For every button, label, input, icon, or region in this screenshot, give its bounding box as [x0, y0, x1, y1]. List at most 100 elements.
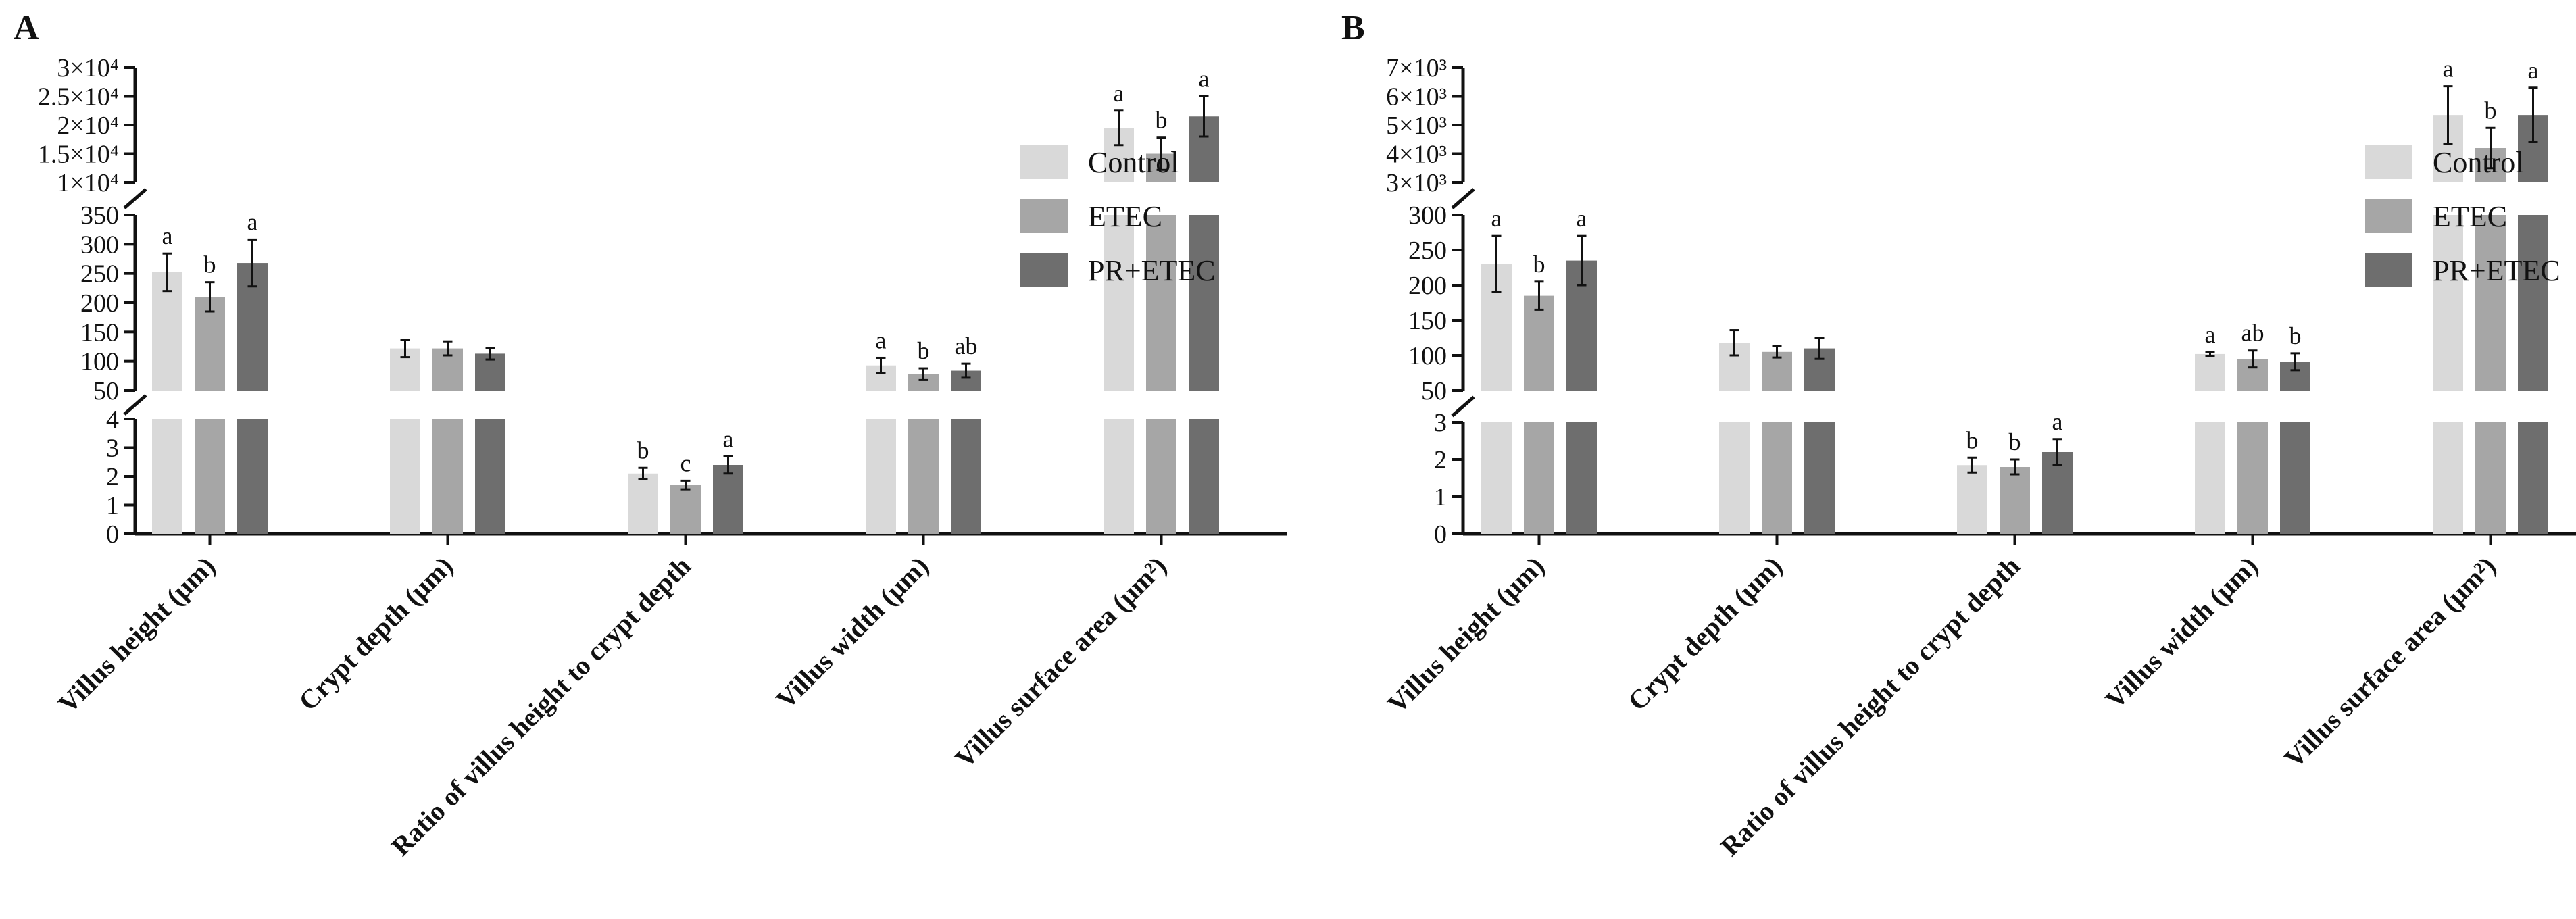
significance-label: a — [2528, 57, 2539, 84]
legend-swatch — [1020, 253, 1068, 287]
legend-label: ETEC — [2433, 200, 2507, 233]
significance-label: c — [680, 449, 691, 476]
bar — [1957, 465, 1987, 534]
axis-break-mark — [1451, 395, 1475, 418]
y-tick-label: 250 — [1408, 237, 1447, 265]
y-tick-label: 3 — [106, 434, 119, 463]
y-tick-label: 350 — [80, 201, 119, 230]
significance-label: b — [2485, 97, 2497, 124]
significance-label: ab — [2241, 320, 2264, 347]
significance-label: b — [1156, 107, 1168, 134]
y-tick-label: 50 — [93, 377, 119, 405]
significance-label: ab — [955, 332, 978, 359]
significance-label: a — [2205, 321, 2216, 348]
legend-label: ETEC — [1088, 200, 1162, 233]
y-tick-label: 200 — [1408, 272, 1447, 300]
bar — [1189, 215, 1219, 391]
bar — [1481, 422, 1512, 534]
panel-b: B 0 1 2 3 50 100 150 200 250 300 3×10³4×10³5×10³6×1… — [1341, 9, 2576, 862]
bar — [628, 473, 658, 534]
bar — [1146, 215, 1176, 391]
y-tick-label: 150 — [1408, 307, 1447, 335]
category-label: Villus width (μm) — [770, 551, 935, 715]
bar — [951, 419, 981, 534]
bar — [1189, 419, 1219, 534]
bar — [2237, 422, 2268, 534]
significance-label: a — [1577, 205, 1587, 232]
bar — [2475, 422, 2506, 534]
bar — [1762, 422, 1792, 534]
category-label: Villus surface area (μm²) — [949, 551, 1172, 774]
significance-label: a — [1491, 205, 1502, 232]
significance-label: b — [637, 437, 649, 464]
bar — [2195, 353, 2225, 391]
y-tick-label: 2 — [106, 463, 119, 491]
y-tick-label: 1 — [106, 492, 119, 520]
axis-break-mark — [123, 394, 147, 416]
bar — [475, 419, 505, 534]
category-label: Villus height (μm) — [1381, 551, 1550, 720]
legend-label: PR+ETEC — [2433, 254, 2560, 287]
y-tick-label: 2.5×10⁴ — [38, 83, 119, 111]
bar — [1104, 419, 1134, 534]
significance-label: b — [1533, 251, 1545, 278]
bar — [1804, 422, 1835, 534]
significance-label: b — [2009, 428, 2021, 455]
y-tick-label: 200 — [80, 289, 119, 318]
panel-letter: B — [1341, 9, 1365, 47]
bar — [2518, 422, 2548, 534]
bar — [1524, 295, 1554, 391]
legend-swatch — [2365, 253, 2412, 287]
significance-label: b — [1966, 426, 1979, 453]
legend-swatch — [2365, 145, 2412, 179]
category-label: Villus surface area (μm²) — [2278, 551, 2501, 774]
category-label: Crypt depth (μm) — [1622, 551, 1788, 717]
bar — [2433, 215, 2463, 391]
y-tick-label: 100 — [80, 348, 119, 376]
category-label: Villus height (μm) — [52, 551, 221, 720]
bar — [2195, 422, 2225, 534]
bar — [2433, 422, 2463, 534]
significance-label: b — [204, 251, 216, 278]
significance-label: a — [1199, 66, 1210, 93]
bar — [1524, 422, 1554, 534]
y-tick-label: 1.5×10⁴ — [38, 141, 119, 169]
bar — [1104, 215, 1134, 391]
bar — [866, 419, 896, 534]
y-tick-label: 3×10³ — [1386, 169, 1447, 197]
bar — [195, 419, 225, 534]
y-tick-label: 5×10³ — [1386, 111, 1447, 140]
y-tick-label: 150 — [80, 318, 119, 347]
significance-label: a — [723, 425, 734, 452]
bar — [1146, 419, 1176, 534]
bar — [908, 419, 939, 534]
significance-label: a — [1114, 80, 1124, 107]
legend-label: PR+ETEC — [1088, 254, 1216, 287]
y-tick-label: 300 — [1408, 201, 1447, 230]
y-tick-label: 300 — [80, 230, 119, 259]
significance-label: a — [162, 222, 173, 249]
y-tick-label: 6×10³ — [1386, 83, 1447, 111]
bar — [1719, 422, 1750, 534]
y-tick-label: 2×10⁴ — [57, 111, 119, 140]
bar — [2518, 215, 2548, 391]
y-tick-label: 100 — [1408, 342, 1447, 370]
significance-label: a — [2443, 55, 2454, 82]
bar — [2000, 467, 2030, 534]
legend-label: Control — [2433, 146, 2523, 179]
axis-break-mark — [1451, 188, 1475, 209]
y-tick-label: 250 — [80, 260, 119, 289]
legend-swatch — [1020, 145, 1068, 179]
panel-letter: A — [14, 9, 39, 47]
y-tick-label: 50 — [1421, 377, 1447, 405]
y-tick-label: 0 — [1434, 520, 1447, 549]
y-tick-label: 7×10³ — [1386, 54, 1447, 82]
category-label: Crypt depth (μm) — [293, 551, 459, 717]
legend-swatch — [1020, 199, 1068, 233]
legend-swatch — [2365, 199, 2412, 233]
axis-break-mark — [123, 188, 147, 209]
bar — [432, 419, 463, 534]
significance-label: b — [2289, 322, 2302, 349]
